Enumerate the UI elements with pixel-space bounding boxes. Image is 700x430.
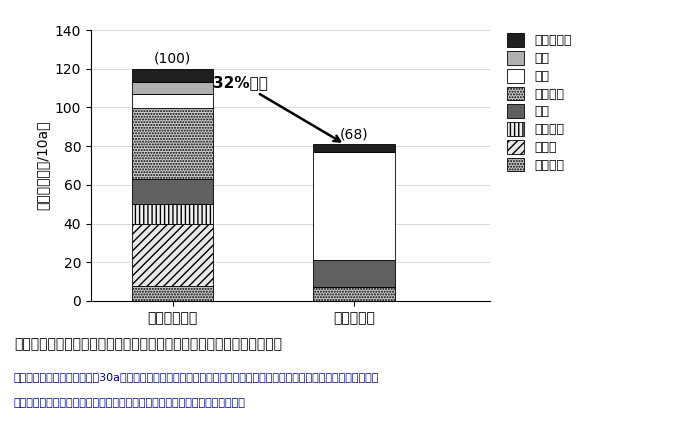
Bar (313, 152, 395, 261)
Bar (313, 261, 395, 288)
Bar (132, 179, 214, 204)
Bar (132, 286, 214, 301)
Legend: 除草剤散布, 鎮圧, は種, ロータリ, 施肥, ディスク, プラウ, 堆肥散布: 除草剤散布, 鎮圧, は種, ロータリ, 施肥, ディスク, プラウ, 堆肥散布 (504, 31, 574, 174)
Text: の詰め込みを含むが、移動時間と機械の取付け・取り外しの時間は含まない。: の詰め込みを含むが、移動時間と機械の取付け・取り外しの時間は含まない。 (14, 398, 246, 408)
Bar (132, 108, 214, 179)
Text: (100): (100) (154, 52, 191, 66)
Text: 32%低減: 32%低減 (213, 75, 340, 141)
Bar (132, 94, 214, 108)
Bar (313, 144, 395, 152)
Bar (132, 204, 214, 224)
Text: (68): (68) (340, 127, 368, 141)
Bar (132, 224, 214, 286)
Text: 図３．実規模試験における慣行は種区と畝立ては種区の作業時間の比較: 図３．実規模試験における慣行は種区と畝立ては種区の作業時間の比較 (14, 338, 282, 352)
Text: イタリアンライグラス跡地（30a）を２分割し、トウモロコシの慣行耕起は種と畝立ては種を実施。作業時間には、資材: イタリアンライグラス跡地（30a）を２分割し、トウモロコシの慣行耕起は種と畝立て… (14, 372, 379, 382)
Bar (313, 288, 395, 301)
Bar (132, 69, 214, 82)
Bar (132, 82, 214, 94)
Y-axis label: 作業時間（分/10a）: 作業時間（分/10a） (35, 121, 49, 210)
